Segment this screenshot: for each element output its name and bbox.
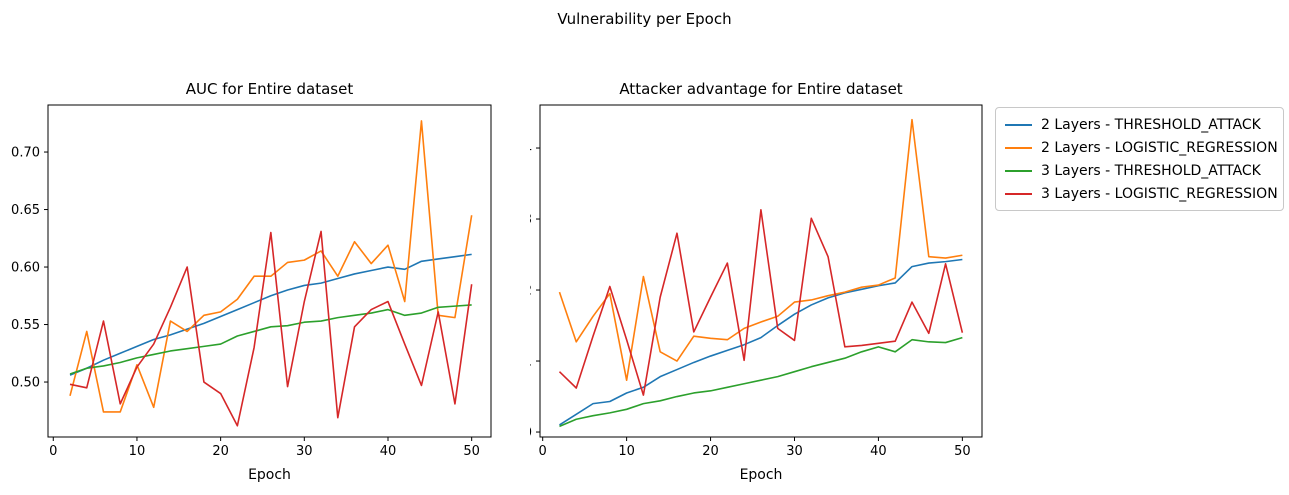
- legend-item: 3 Layers - LOGISTIC_REGRESSION: [1005, 186, 1278, 202]
- x-tick-label: 40: [380, 444, 397, 459]
- legend: 2 Layers - THRESHOLD_ATTACK 2 Layers - LO…: [995, 107, 1284, 211]
- y-tick-label: 0.4: [530, 142, 532, 157]
- x-tick-label: 40: [870, 444, 887, 459]
- series-line-2-layers-threshold-attack: [69, 253, 472, 376]
- legend-item-label: 3 Layers - THRESHOLD_ATTACK: [1041, 162, 1261, 179]
- x-tick-label: 30: [786, 444, 803, 459]
- series-line-3-layers-threshold-attack: [69, 304, 472, 375]
- legend-line-swatch: [1005, 146, 1032, 149]
- y-tick-label: 0.70: [11, 146, 40, 161]
- series-line-2-layers-logistic-regression: [558, 118, 963, 382]
- y-tick-label: 0.3: [530, 213, 532, 228]
- legend-item: 2 Layers - LOGISTIC_REGRESSION: [1005, 140, 1278, 156]
- legend-line-swatch: [1005, 192, 1032, 195]
- series-line-2-layers-threshold-attack: [559, 258, 963, 426]
- x-tick-label: 30: [296, 444, 313, 459]
- series-line-2-layers-logistic-regression: [69, 120, 473, 413]
- axes-spines: [47, 104, 492, 438]
- x-tick-label: 10: [129, 444, 146, 459]
- y-tick-label: 0.50: [11, 376, 40, 391]
- legend-item: 3 Layers - THRESHOLD_ATTACK: [1005, 163, 1274, 179]
- advantage-plot-title: Attacker advantage for Entire dataset: [619, 80, 903, 98]
- legend-line-swatch: [1005, 123, 1032, 126]
- advantage-line-chart: 0 10 20 30 40 50 0.0 0.1 0.2 0.3 0.4: [530, 104, 983, 459]
- legend-item-label: 2 Layers - LOGISTIC_REGRESSION: [1041, 139, 1278, 156]
- legend-line-swatch: [1005, 169, 1032, 172]
- auc-plot-title: AUC for Entire dataset: [185, 80, 354, 98]
- axes-spines: [539, 104, 983, 438]
- x-tick-label: 50: [954, 444, 971, 459]
- y-tick-label: 0.0: [530, 426, 532, 441]
- x-tick-label: 20: [212, 444, 229, 459]
- legend-item-label: 2 Layers - THRESHOLD_ATTACK: [1041, 116, 1261, 133]
- y-tick-label: 0.65: [11, 203, 40, 218]
- x-tick-label: 0: [49, 444, 57, 459]
- y-tick-label: 0.60: [11, 261, 40, 276]
- x-tick-label: 50: [463, 444, 480, 459]
- y-tick-label: 0.1: [530, 355, 532, 370]
- x-tick-label: 0: [539, 444, 547, 459]
- legend-item: 2 Layers - THRESHOLD_ATTACK: [1005, 117, 1274, 133]
- series-line-3-layers-threshold-attack: [559, 336, 963, 428]
- legend-item-label: 3 Layers - LOGISTIC_REGRESSION: [1041, 185, 1278, 202]
- x-tick-label: 10: [618, 444, 635, 459]
- series-line-3-layers-logistic-regression: [69, 230, 473, 427]
- y-tick-label: 0.55: [11, 318, 40, 333]
- y-tick-label: 0.2: [530, 284, 532, 299]
- auc-plot-xlabel: Epoch: [248, 467, 291, 483]
- advantage-plot-xlabel: Epoch: [739, 467, 783, 483]
- x-tick-label: 20: [702, 444, 719, 459]
- series-line-3-layers-logistic-regression: [558, 209, 964, 396]
- figure-suptitle: Vulnerability per Epoch: [557, 10, 732, 28]
- auc-line-chart: 0 10 20 30 40 50 0.50 0.55 0.60 0.65 0.70: [11, 104, 492, 459]
